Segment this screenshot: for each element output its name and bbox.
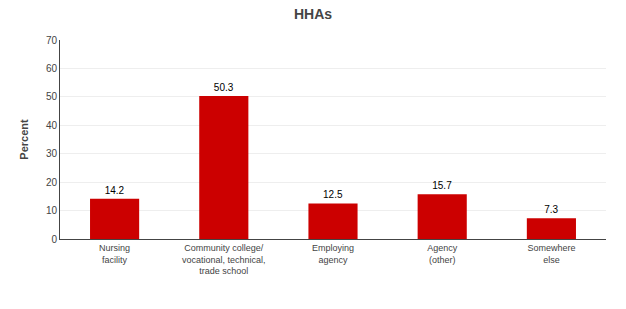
svg-text:Agency(other): Agency(other) [427,243,458,265]
svg-text:60: 60 [46,63,58,74]
svg-text:Employingagency: Employingagency [312,243,354,265]
svg-text:Percent: Percent [18,119,30,160]
svg-text:10: 10 [46,205,58,216]
svg-text:15.7: 15.7 [432,180,452,191]
svg-text:HHAs: HHAs [294,6,332,22]
svg-text:12.5: 12.5 [323,189,343,200]
svg-text:7.3: 7.3 [544,204,558,215]
svg-text:0: 0 [51,234,57,245]
svg-text:40: 40 [46,120,58,131]
svg-text:Nursingfacility: Nursingfacility [99,243,130,265]
svg-text:30: 30 [46,148,58,159]
svg-text:Somewhereelse: Somewhereelse [527,243,575,265]
svg-text:14.2: 14.2 [105,185,125,196]
svg-text:Community college/vocational,: Community college/vocational, technical,… [182,243,266,276]
svg-text:50.3: 50.3 [214,82,234,93]
svg-text:20: 20 [46,177,58,188]
svg-text:50: 50 [46,91,58,102]
svg-text:70: 70 [46,35,58,46]
